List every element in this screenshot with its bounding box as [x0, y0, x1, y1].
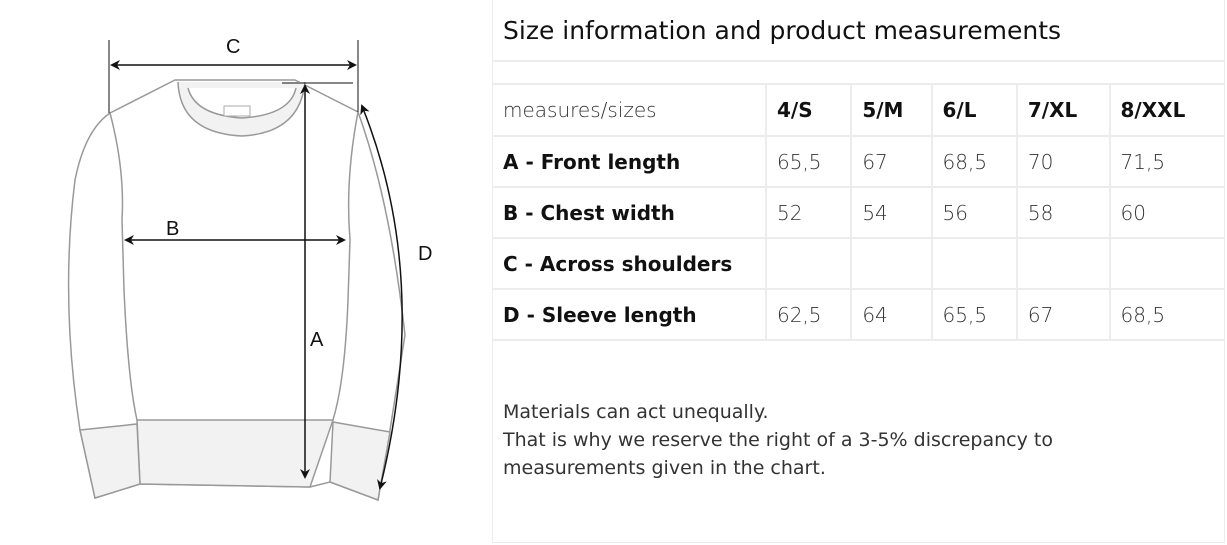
- cell: 68,5: [930, 136, 1017, 188]
- cell: 65,5: [930, 289, 1017, 341]
- cell: 62,5: [764, 289, 852, 341]
- row-label: C - Across shoulders: [493, 238, 766, 290]
- label-d: D: [418, 243, 432, 265]
- table-row: B - Chest width 52 54 56 58 60: [493, 187, 1224, 239]
- cell: 58: [1015, 187, 1110, 239]
- cell: [850, 238, 932, 290]
- measure-lines: [108, 40, 403, 490]
- header-cell: measures/sizes: [493, 85, 766, 137]
- cell: 65,5: [764, 136, 852, 188]
- size-info-panel: Size information and product measurement…: [492, 0, 1225, 543]
- row-label: A - Front length: [493, 136, 766, 188]
- sweater-measurement-diagram: C B A D: [67, 36, 432, 502]
- note-line: That is why we reserve the right of a 3-…: [503, 429, 1053, 479]
- header-cell: 7/XL: [1015, 85, 1110, 137]
- row-label: D - Sleeve length: [493, 289, 766, 341]
- label-a: A: [310, 329, 324, 351]
- header-cell: 4/S: [764, 85, 852, 137]
- cell: 64: [850, 289, 932, 341]
- measure-d-arrow: [360, 104, 403, 490]
- cell: 54: [850, 187, 932, 239]
- label-b: B: [166, 218, 179, 240]
- cell: [930, 238, 1017, 290]
- size-table: measures/sizes 4/S 5/M 6/L 7/XL 8/XXL A …: [493, 85, 1224, 341]
- table-row: D - Sleeve length 62,5 64 65,5 67 68,5: [493, 289, 1224, 341]
- page-title: Size information and product measurement…: [493, 0, 1224, 62]
- header-cell: 5/M: [850, 85, 932, 137]
- table-header-row: measures/sizes 4/S 5/M 6/L 7/XL 8/XXL: [493, 85, 1224, 137]
- table-row: C - Across shoulders: [493, 238, 1224, 290]
- disclaimer-note: Materials can act unequally. That is why…: [503, 398, 1143, 482]
- header-cell: 8/XXL: [1108, 85, 1224, 137]
- cell: 60: [1108, 187, 1224, 239]
- cell: [1015, 238, 1110, 290]
- cell: 67: [850, 136, 932, 188]
- label-c: C: [226, 36, 240, 58]
- cell: 70: [1015, 136, 1110, 188]
- cell: 68,5: [1108, 289, 1224, 341]
- cell: 52: [764, 187, 852, 239]
- note-line: Materials can act unequally.: [503, 401, 769, 423]
- divider: [493, 62, 1224, 85]
- cell: [764, 238, 852, 290]
- cell: 71,5: [1108, 136, 1224, 188]
- header-cell: 6/L: [930, 85, 1017, 137]
- row-label: B - Chest width: [493, 187, 766, 239]
- cell: 67: [1015, 289, 1110, 341]
- sweater-outline: [67, 79, 406, 502]
- cell: 56: [930, 187, 1017, 239]
- table-row: A - Front length 65,5 67 68,5 70 71,5: [493, 136, 1224, 188]
- cell: [1108, 238, 1224, 290]
